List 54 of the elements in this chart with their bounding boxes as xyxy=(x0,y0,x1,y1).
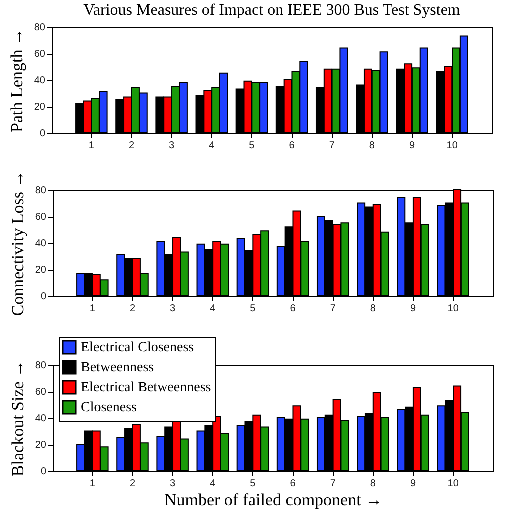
y-tick-label: 80 xyxy=(35,360,47,372)
legend-label: Closeness xyxy=(81,400,137,416)
y-tick-label: 20 xyxy=(35,440,47,451)
y-tick-label: 80 xyxy=(35,186,47,196)
x-tick-label: 1 xyxy=(90,304,96,314)
y-tick-label: 40 xyxy=(34,76,46,86)
x-tick-label: 9 xyxy=(410,478,416,490)
x-tick-label: 4 xyxy=(209,140,216,152)
y-axis-title: Connectivity Loss → xyxy=(8,170,28,316)
x-tick-label: 1 xyxy=(88,140,95,152)
y-tick-label: 40 xyxy=(35,414,47,424)
x-tick-label: 4 xyxy=(210,478,216,490)
x-tick-label: 2 xyxy=(128,140,135,152)
legend-label: Electrical Betweenness xyxy=(81,380,212,396)
y-tick-label: 40 xyxy=(35,238,47,250)
x-tick-label: 2 xyxy=(130,478,136,490)
y-tick-label: 20 xyxy=(35,265,47,276)
y-tick-label: 0 xyxy=(40,292,47,302)
y-tick-label: 60 xyxy=(35,212,47,223)
y-tick-label: 60 xyxy=(35,387,47,398)
x-tick-label: 3 xyxy=(169,140,176,152)
x-tick-label: 7 xyxy=(329,140,336,152)
y-tick-label: 0 xyxy=(40,466,47,478)
y-axis-title: Blackout Size → xyxy=(8,360,28,477)
x-tick-label: 6 xyxy=(289,140,296,152)
x-tick-label: 1 xyxy=(90,478,96,490)
x-tick-label: 10 xyxy=(446,140,458,152)
x-tick-label: 9 xyxy=(409,140,416,152)
x-tick-label: 5 xyxy=(250,478,256,490)
chart-title: Various Measures of Impact on IEEE 300 Bus Test System xyxy=(84,2,461,19)
x-tick-label: 10 xyxy=(448,478,460,490)
x-tick-label: 4 xyxy=(210,304,216,314)
legend-label: Electrical Closeness xyxy=(81,340,194,356)
x-tick-label: 6 xyxy=(290,478,296,490)
x-tick-label: 7 xyxy=(330,478,336,490)
y-tick-label: 80 xyxy=(34,22,46,34)
x-tick-label: 8 xyxy=(370,478,376,490)
x-tick-label: 2 xyxy=(130,304,136,314)
y-tick-label: 60 xyxy=(34,49,46,60)
x-tick-label: 3 xyxy=(170,478,176,490)
y-tick-label: 20 xyxy=(34,102,46,113)
x-tick-label: 10 xyxy=(448,304,460,314)
x-tick-label: 8 xyxy=(370,304,376,314)
x-tick-label: 3 xyxy=(170,304,176,314)
x-tick-label: 7 xyxy=(330,304,336,314)
x-tick-label: 5 xyxy=(249,140,256,152)
y-axis-title: Path Length → xyxy=(8,28,26,132)
x-axis-title: Number of failed component → xyxy=(164,490,383,510)
x-tick-label: 5 xyxy=(250,304,256,314)
x-tick-label: 8 xyxy=(369,140,376,152)
x-tick-label: 9 xyxy=(410,304,416,314)
y-tick-label: 0 xyxy=(40,128,46,140)
x-tick-label: 6 xyxy=(290,304,296,314)
legend-label: Betweenness xyxy=(81,360,154,376)
